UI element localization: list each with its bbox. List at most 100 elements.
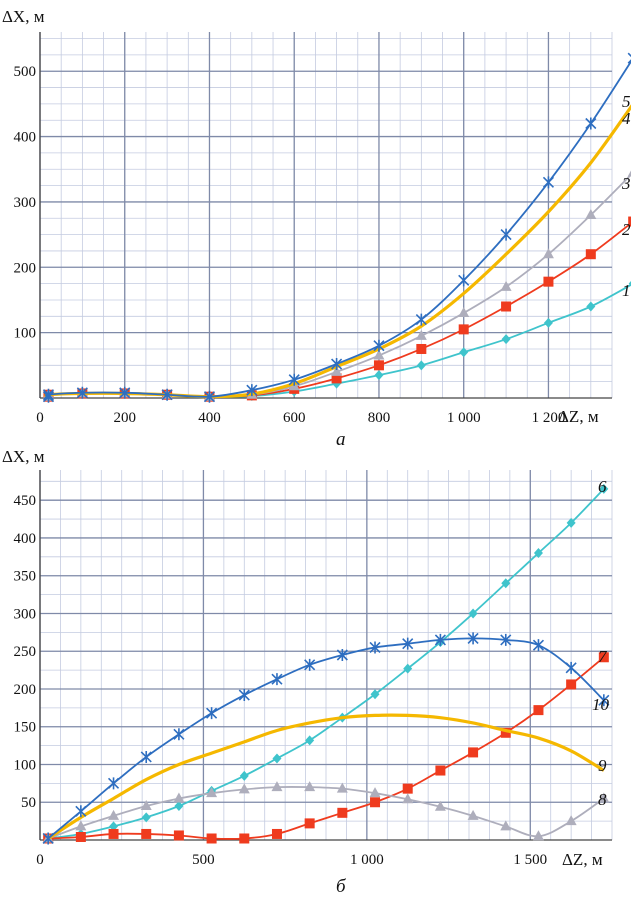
data-point xyxy=(288,373,300,386)
data-point xyxy=(42,388,55,401)
data-point xyxy=(434,633,446,646)
series-label-4: 4 xyxy=(622,109,631,128)
data-point xyxy=(415,313,427,326)
data-point xyxy=(238,689,250,702)
data-point xyxy=(532,639,545,652)
data-point xyxy=(585,249,596,260)
data-point xyxy=(467,632,479,645)
chart-panel-a: 0 200 400 600 800 1 000 1 200 100 200 300 400 500 Δ… xyxy=(2,7,631,450)
chart-panel-b: 0 500 1 000 1 500 50 100 150 200 250 300 350 400 450… xyxy=(2,447,613,897)
series-label-7: 7 xyxy=(598,647,608,666)
data-point xyxy=(598,792,610,803)
data-point xyxy=(501,334,511,345)
data-point xyxy=(337,807,348,818)
tick-labels-b: 0 500 1 000 1 500 50 100 150 200 250 300 350 400 450 xyxy=(14,493,548,868)
data-point xyxy=(271,673,283,686)
data-point xyxy=(161,388,173,401)
series-line-5 xyxy=(45,59,631,398)
series-label-8: 8 xyxy=(598,790,607,809)
series-label-3: 3 xyxy=(621,174,631,193)
series-label-1: 1 xyxy=(622,281,631,300)
data-point xyxy=(434,800,446,811)
x-tick-label: 0 xyxy=(36,852,44,868)
y-tick-label: 350 xyxy=(14,569,37,585)
data-point xyxy=(373,349,385,360)
tick-labels-a: 0 200 400 600 800 1 000 1 200 100 200 300 400 500 xyxy=(14,64,566,426)
data-point xyxy=(141,828,152,839)
data-point xyxy=(435,765,446,776)
data-point xyxy=(599,483,609,494)
y-tick-label: 250 xyxy=(14,644,37,660)
data-point xyxy=(206,787,218,798)
data-point xyxy=(500,820,512,831)
data-point xyxy=(109,821,119,832)
x-tick-label: 1 000 xyxy=(447,410,481,426)
data-point xyxy=(468,747,479,758)
data-point xyxy=(75,831,86,842)
data-point xyxy=(565,661,577,674)
data-point xyxy=(140,800,152,811)
data-point xyxy=(501,301,512,312)
y-tick-label: 100 xyxy=(14,757,37,773)
data-point xyxy=(586,301,596,312)
data-point xyxy=(532,830,544,841)
data-point xyxy=(533,705,544,716)
x-tick-label: 1 000 xyxy=(350,852,384,868)
data-point xyxy=(75,805,87,818)
series-line-4 xyxy=(44,104,631,399)
data-point xyxy=(627,52,631,64)
series-label-2: 2 xyxy=(622,220,631,239)
data-point xyxy=(239,833,250,844)
y-tick-label: 300 xyxy=(14,195,37,211)
data-point xyxy=(369,787,381,798)
x-tick-label: 1 500 xyxy=(513,852,547,868)
data-point xyxy=(416,360,426,371)
data-point xyxy=(402,637,414,650)
x-tick-label: 600 xyxy=(283,410,306,426)
data-point xyxy=(271,781,283,792)
data-point xyxy=(501,578,511,589)
series-line-9 xyxy=(47,713,605,840)
data-point xyxy=(415,329,427,340)
data-point xyxy=(76,386,88,399)
data-point xyxy=(370,797,381,808)
data-point xyxy=(467,809,479,820)
data-point xyxy=(500,727,511,738)
data-point xyxy=(628,281,631,287)
data-point xyxy=(173,830,184,841)
y-tick-label: 200 xyxy=(14,682,37,698)
data-point xyxy=(331,358,343,371)
data-point xyxy=(598,694,610,707)
y-tick-label: 200 xyxy=(14,260,37,276)
data-point xyxy=(458,324,469,335)
x-axis-label-b: ΔZ, м xyxy=(562,850,603,869)
x-tick-label: 1 200 xyxy=(532,410,566,426)
grid-b xyxy=(39,470,613,841)
x-tick-label: 400 xyxy=(198,410,221,426)
y-tick-label: 400 xyxy=(14,531,37,547)
series-label-6: 6 xyxy=(598,477,607,496)
x-tick-label: 200 xyxy=(113,410,136,426)
data-point xyxy=(246,384,258,397)
data-point xyxy=(203,390,216,403)
y-tick-label: 450 xyxy=(14,493,37,509)
y-tick-label: 500 xyxy=(14,64,37,80)
data-point xyxy=(238,783,250,794)
data-point xyxy=(206,833,217,844)
data-point xyxy=(75,820,87,831)
data-point xyxy=(140,750,152,763)
data-point xyxy=(542,248,554,259)
data-point xyxy=(566,679,577,690)
panel-label-a: а xyxy=(336,429,346,450)
data-point xyxy=(566,517,576,528)
data-point xyxy=(402,783,413,794)
series-group-b xyxy=(42,483,610,845)
data-point xyxy=(565,815,577,826)
data-point xyxy=(543,276,554,287)
data-point xyxy=(468,608,478,619)
data-point xyxy=(271,828,282,839)
panel-label-b: б xyxy=(336,876,347,897)
data-point xyxy=(173,792,185,803)
x-axis-label-a: ΔZ, м xyxy=(558,407,599,426)
